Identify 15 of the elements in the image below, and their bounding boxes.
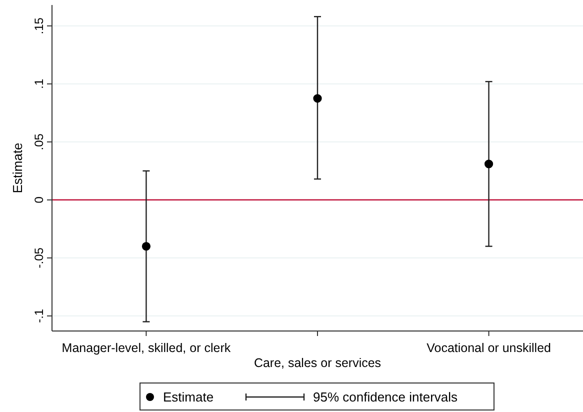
x-tick-label: Vocational or unskilled [426, 341, 552, 355]
y-tick-label: 0 [32, 196, 46, 204]
point [313, 94, 322, 103]
y-tick-label: -.1 [32, 308, 46, 323]
point [142, 242, 151, 251]
y-tick-label: .15 [32, 17, 46, 34]
y-tick-label: .05 [32, 133, 46, 150]
x-tick-label: Manager-level, skilled, or clerk [62, 341, 232, 355]
y-tick-label: .1 [32, 78, 46, 89]
y-axis-title: Estimate [10, 142, 25, 194]
text: 95% confidence intervals [313, 390, 458, 404]
y-tick-label: -.05 [32, 247, 46, 268]
legend-label: Estimate [163, 390, 214, 404]
point [484, 160, 494, 168]
x-tick-label: Care, sales or services [254, 356, 382, 370]
